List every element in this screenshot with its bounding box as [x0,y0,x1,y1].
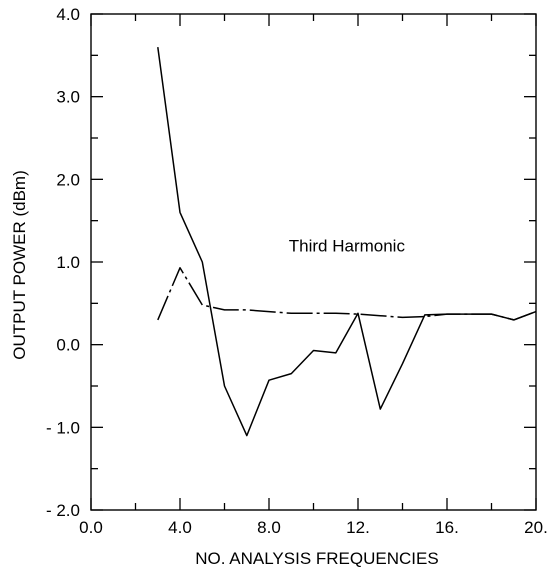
y-tick-label: 1.0 [56,253,80,272]
x-tick-label: 16. [435,518,459,537]
y-tick-label: - 1.0 [46,418,80,437]
y-tick-label: 4.0 [56,5,80,24]
plot-frame [90,13,537,511]
x-tick-label: 0.0 [79,518,103,537]
x-tick-label: 8.0 [257,518,281,537]
y-tick-label: - 2.0 [46,501,80,520]
x-tick-label: 4.0 [168,518,192,537]
tick-labels-layer: 0.0 4.0 8.0 12. 16. 20. 4.0 3.0 2.0 1.0 0.0 - 1.0 - … [46,5,548,537]
third-harmonic-annotation: Third Harmonic [289,236,406,255]
ticks-layer [90,13,537,511]
x-axis-title: NO. ANALYSIS FREQUENCIES [195,549,438,568]
series-line-dashed [157,267,537,321]
x-tick-label: 20. [524,518,548,537]
y-axis-title: OUTPUT POWER (dBm) [10,170,29,360]
series-layer [157,47,537,437]
x-tick-label: 12. [346,518,370,537]
y-tick-label: 0.0 [56,336,80,355]
y-tick-label: 2.0 [56,170,80,189]
y-tick-label: 3.0 [56,88,80,107]
